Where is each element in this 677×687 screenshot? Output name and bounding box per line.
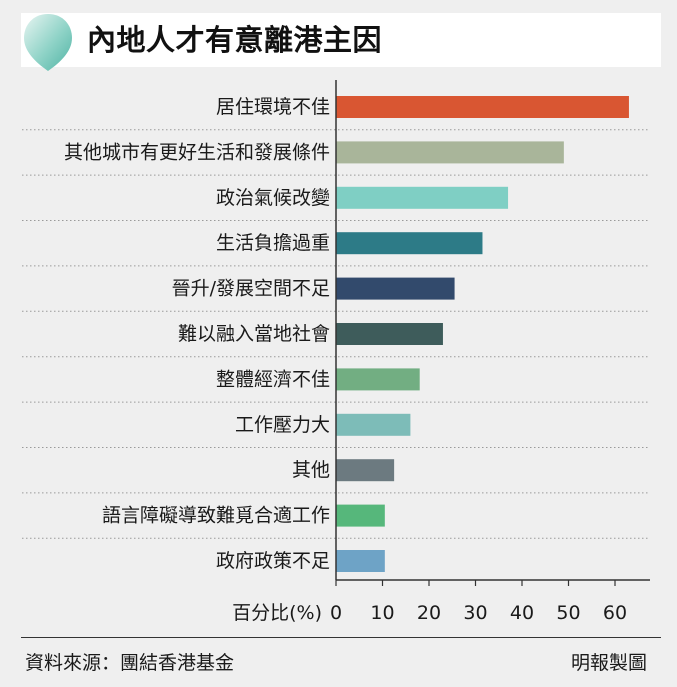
x-ticks xyxy=(335,580,616,586)
category-label: 政府政策不足 xyxy=(216,550,330,572)
bar xyxy=(336,413,411,436)
category-labels: 居住環境不佳其他城市有更好生活和發展條件政治氣候改變生活負擔過重晉升/發展空間不… xyxy=(64,96,330,572)
category-label: 政治氣候改變 xyxy=(216,187,330,209)
bar xyxy=(336,186,509,209)
bars xyxy=(336,96,629,572)
x-tick-label: 30 xyxy=(463,602,487,624)
category-label: 語言障礙導致難覓合適工作 xyxy=(102,505,330,527)
bar-chart: 居住環境不佳其他城市有更好生活和發展條件政治氣候改變生活負擔過重晉升/發展空間不… xyxy=(22,80,650,624)
source-text: 資料來源：團結香港基金 xyxy=(25,652,235,674)
x-tick-label: 0 xyxy=(330,602,342,624)
x-tick-label: 40 xyxy=(510,602,534,624)
bar xyxy=(336,550,385,572)
x-axis-label: 百分比(%) xyxy=(232,602,322,624)
row-separators xyxy=(22,129,650,539)
chart-title: 內地人才有意離港主因 xyxy=(87,23,383,57)
bar xyxy=(336,323,443,345)
bar xyxy=(336,368,420,391)
x-tick-label: 50 xyxy=(556,602,580,624)
bar xyxy=(336,96,629,118)
bar xyxy=(336,141,564,164)
x-tick-labels: 0 10 20 30 40 50 60 xyxy=(330,602,627,624)
bar xyxy=(336,504,385,527)
credit-text: 明報製圖 xyxy=(570,652,647,674)
category-label: 工作壓力大 xyxy=(235,414,330,436)
title-bar: 內地人才有意離港主因 xyxy=(21,13,661,71)
bar xyxy=(336,232,483,255)
bar xyxy=(336,277,455,300)
category-label: 難以融入當地社會 xyxy=(178,323,330,345)
category-label: 整體經濟不佳 xyxy=(216,368,330,390)
category-label: 其他 xyxy=(292,459,330,481)
x-tick-label: 20 xyxy=(417,602,441,624)
category-label: 生活負擔過重 xyxy=(216,232,330,254)
category-label: 其他城市有更好生活和發展條件 xyxy=(64,141,330,163)
teardrop-icon xyxy=(24,14,72,71)
x-tick-label: 10 xyxy=(370,602,394,624)
category-label: 晉升/發展空間不足 xyxy=(172,278,330,300)
bar xyxy=(336,459,395,482)
category-label: 居住環境不佳 xyxy=(216,96,330,118)
x-tick-label: 60 xyxy=(603,602,627,624)
footer-rule xyxy=(21,637,661,638)
